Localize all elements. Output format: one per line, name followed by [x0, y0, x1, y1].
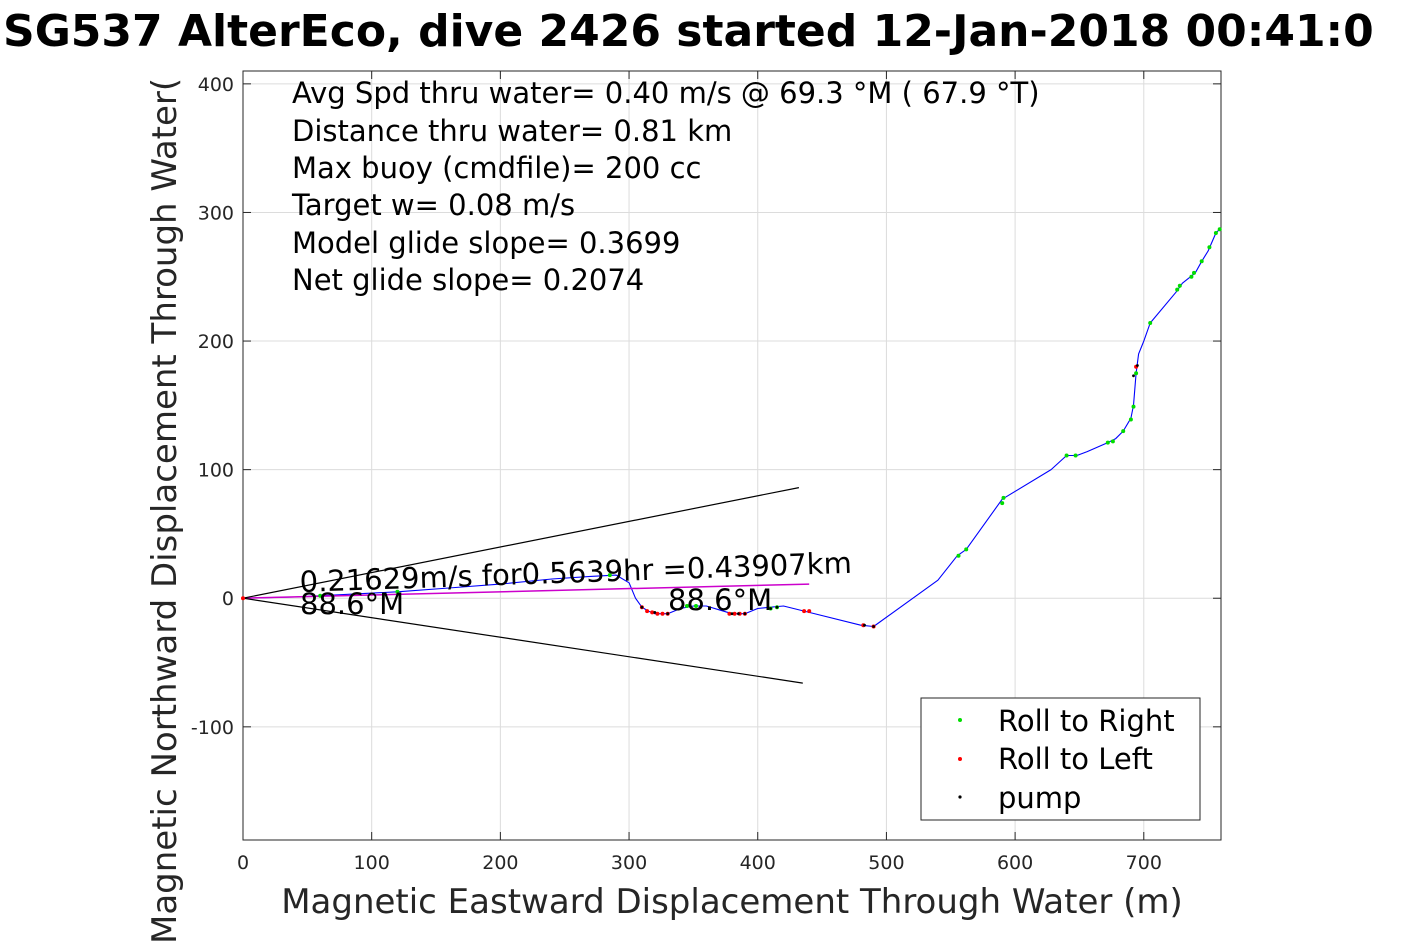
point-pump: [769, 607, 772, 610]
point-roll-to-right: [1073, 453, 1078, 458]
point-pump: [1136, 364, 1139, 367]
heading-annotation-mid: 88.6°M: [668, 583, 772, 617]
x-tick-label: 0: [237, 852, 249, 874]
series-lines: [242, 227, 1222, 684]
point-roll-to-right: [685, 604, 689, 608]
legend-marker-roll-right: [958, 718, 962, 722]
series-markers: [241, 227, 1222, 629]
legend-label-roll-right: Roll to Right: [998, 704, 1175, 738]
point-roll-to-right: [1001, 495, 1006, 500]
series-line-current: [242, 583, 810, 599]
x-tick-label: 100: [354, 852, 390, 874]
point-roll-to-right: [1217, 227, 1222, 232]
point-pump: [743, 612, 747, 616]
point-roll-to-right: [318, 593, 323, 598]
point-pump: [730, 612, 734, 616]
legend-label-roll-left: Roll to Left: [998, 742, 1153, 776]
y-tick-label: 0: [222, 588, 234, 610]
point-roll-to-right: [1131, 404, 1136, 409]
x-tick-label: 600: [997, 852, 1033, 874]
series-line-track: [242, 227, 1222, 628]
point-roll-to-left: [655, 611, 660, 616]
x-tick-label: 500: [868, 852, 904, 874]
x-tick-label: 300: [611, 852, 647, 874]
chart-title: SG537 AlterEco, dive 2426 started 12-Jan…: [3, 6, 1374, 57]
point-roll-to-right: [1192, 270, 1196, 275]
point-roll-to-right: [1128, 417, 1133, 422]
legend-box: [920, 697, 1201, 821]
y-axis-ticks: 400 300 200 100 0 -100: [191, 74, 1221, 739]
point-roll-to-right: [1175, 287, 1180, 292]
point-pump: [640, 605, 644, 609]
point-roll-to-right: [607, 573, 612, 578]
point-pump: [1132, 374, 1135, 378]
x-tick-label: 700: [1126, 852, 1162, 874]
point-pump: [863, 623, 866, 627]
legend-label-pump: pump: [998, 781, 1081, 815]
legend-marker-roll-left: [958, 757, 962, 761]
stat-target-w: Target w= 0.08 m/s: [291, 188, 575, 222]
stat-avg-speed: Avg Spd thru water= 0.40 m/s @ 69.3 °M (…: [292, 76, 1040, 110]
legend: Roll to Right Roll to Left pump: [920, 697, 1201, 821]
stat-max-buoy: Max buoy (cmdfile)= 200 cc: [292, 151, 701, 185]
point-roll-to-right: [1213, 231, 1218, 235]
stats-block: Avg Spd thru water= 0.40 m/s @ 69.3 °M (…: [291, 76, 1040, 297]
point-roll-to-right: [1148, 321, 1153, 325]
point-roll-to-right: [1207, 245, 1212, 250]
x-axis-label: Magnetic Eastward Displacement Through W…: [281, 882, 1183, 922]
point-roll-to-left: [807, 609, 812, 614]
point-roll-to-right: [1121, 429, 1126, 434]
point-roll-to-right: [694, 604, 698, 608]
y-tick-label: 100: [198, 460, 234, 482]
point-roll-to-left: [727, 611, 732, 616]
point-roll-to-left: [650, 610, 655, 615]
point-roll-to-left: [241, 596, 245, 601]
y-tick-label: 400: [198, 74, 234, 96]
stat-distance: Distance thru water= 0.81 km: [292, 114, 732, 148]
x-tick-label: 400: [740, 852, 776, 874]
point-roll-to-right: [1189, 274, 1194, 279]
y-axis-label: Magnetic Northward Displacement Through …: [145, 78, 185, 944]
point-pump: [872, 625, 875, 628]
x-axis-ticks: 0 100 200 300 400 500 600 700: [237, 71, 1162, 874]
y-tick-label: 200: [198, 331, 234, 353]
point-pump: [775, 605, 779, 609]
series-line-cone-lower: [242, 597, 803, 684]
point-roll-to-left: [660, 611, 665, 616]
point-roll-to-right: [1064, 453, 1069, 458]
point-roll-to-right: [1105, 440, 1110, 445]
point-roll-to-right: [1134, 371, 1139, 376]
series-line-cone-upper: [242, 487, 800, 599]
plot-area-frame: [242, 70, 1222, 841]
point-roll-to-right: [956, 553, 961, 558]
point-pump: [737, 612, 740, 616]
point-pump: [666, 612, 670, 616]
x-tick-label: 200: [482, 852, 518, 874]
point-roll-to-left: [645, 609, 650, 614]
legend-marker-pump: [958, 795, 962, 799]
point-roll-to-left: [732, 611, 737, 616]
point-roll-to-right: [395, 589, 400, 594]
stat-model-glide-slope: Model glide slope= 0.3699: [292, 226, 680, 260]
heading-annotation-start: 88.6°M: [300, 587, 404, 621]
point-roll-to-right: [1177, 283, 1182, 288]
y-tick-label: 300: [198, 202, 234, 224]
point-roll-to-right: [1000, 501, 1005, 506]
point-pump: [653, 611, 657, 614]
y-tick-label: -100: [191, 717, 234, 739]
point-roll-to-right: [1199, 259, 1204, 264]
point-roll-to-right: [1110, 439, 1115, 444]
point-roll-to-left: [802, 609, 807, 614]
point-roll-to-right: [964, 547, 969, 552]
stat-net-glide-slope: Net glide slope= 0.2074: [292, 263, 644, 297]
